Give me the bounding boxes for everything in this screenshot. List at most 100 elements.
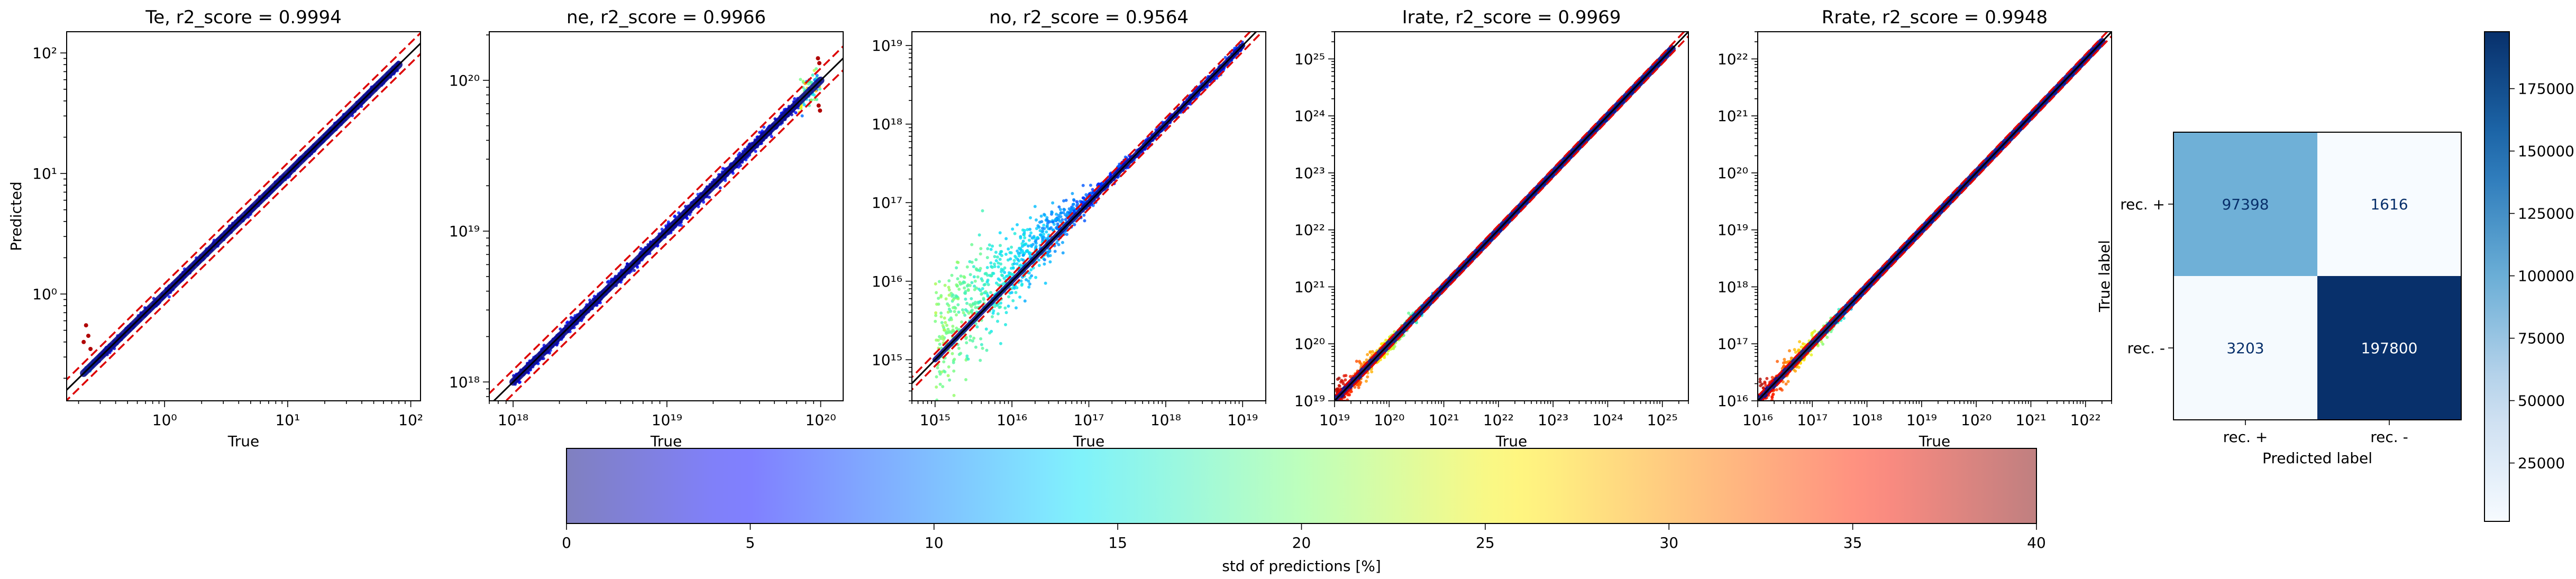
data-point — [1033, 235, 1036, 238]
data-point — [1013, 259, 1016, 262]
data-point — [944, 321, 947, 324]
data-point — [1071, 192, 1074, 195]
axes-frame — [912, 32, 1266, 401]
data-point — [955, 266, 958, 270]
data-point — [978, 301, 981, 304]
data-point — [942, 324, 945, 327]
data-point — [955, 295, 958, 298]
data-point — [1011, 227, 1014, 231]
data-point — [985, 280, 989, 283]
data-point — [1083, 219, 1086, 223]
data-point — [952, 306, 955, 309]
data-point — [1072, 203, 1075, 206]
data-point — [1082, 197, 1085, 200]
data-point — [1065, 199, 1068, 202]
data-point — [803, 103, 806, 106]
data-point — [972, 265, 975, 268]
outlier-point — [81, 340, 86, 344]
data-point — [993, 262, 996, 265]
data-point — [999, 262, 1002, 265]
data-point — [1058, 219, 1062, 223]
data-point — [1046, 224, 1049, 227]
data-point — [957, 310, 961, 314]
data-point — [1044, 282, 1047, 285]
data-point — [964, 298, 967, 301]
x-tick-label: 10²⁰ — [805, 411, 836, 429]
data-point — [1082, 184, 1085, 187]
data-point — [969, 338, 972, 342]
data-point — [997, 313, 1000, 316]
data-point — [1036, 236, 1039, 239]
outlier-point — [84, 323, 88, 327]
data-point — [999, 252, 1002, 255]
data-point — [967, 357, 970, 361]
data-point — [1004, 237, 1008, 240]
data-point — [1072, 206, 1075, 209]
data-point — [1057, 214, 1061, 217]
data-point — [992, 272, 995, 275]
data-point — [1010, 251, 1013, 254]
data-point — [961, 308, 964, 311]
data-point — [984, 290, 988, 293]
data-point — [937, 339, 940, 342]
data-point — [935, 375, 938, 379]
data-point — [956, 277, 960, 280]
data-point — [980, 277, 983, 280]
x-tick-label: 10⁰ — [152, 411, 177, 429]
data-point — [1028, 238, 1031, 242]
data-point — [939, 405, 943, 408]
data-point — [979, 337, 982, 341]
data-point — [963, 314, 966, 317]
data-point — [1034, 205, 1037, 208]
data-point — [945, 297, 948, 300]
data-point — [935, 385, 938, 389]
data-point — [996, 320, 999, 323]
axes-frame — [489, 32, 843, 401]
data-point — [989, 291, 992, 294]
data-point — [1065, 233, 1068, 236]
data-point — [956, 284, 959, 288]
panel-title: Te, r2_score = 0.9994 — [145, 7, 342, 28]
data-point — [1028, 282, 1031, 286]
data-point — [1049, 226, 1053, 229]
data-point — [1034, 276, 1037, 279]
data-point — [1015, 286, 1018, 289]
data-point — [976, 275, 980, 279]
plot-area — [19, 0, 470, 447]
data-point — [1043, 227, 1046, 230]
y-tick-label: 10¹⁶ — [872, 273, 902, 290]
data-point — [997, 278, 1000, 281]
data-point — [934, 320, 937, 323]
data-point — [1030, 274, 1033, 278]
data-point — [994, 251, 998, 254]
data-point — [939, 315, 943, 318]
data-point — [1215, 77, 1218, 80]
data-point — [1075, 200, 1079, 203]
data-point — [951, 295, 954, 298]
data-point — [934, 282, 937, 286]
data-point — [984, 272, 988, 275]
data-points — [934, 41, 1244, 419]
data-point — [999, 244, 1002, 247]
y-tick-label: 10¹⁹ — [449, 223, 480, 240]
data-point — [1013, 255, 1017, 258]
data-point — [1035, 218, 1038, 222]
x-tick-label: 10¹⁶ — [997, 411, 1027, 429]
data-point — [1016, 250, 1019, 253]
y-tick-label: 10¹⁸ — [449, 373, 480, 391]
data-point — [1048, 220, 1052, 223]
data-point — [1004, 253, 1008, 256]
data-point — [1011, 299, 1015, 302]
data-point — [935, 302, 938, 306]
data-point — [979, 359, 982, 362]
data-point — [979, 252, 982, 255]
data-point — [770, 135, 773, 138]
data-point — [973, 288, 976, 291]
y-axis-label: Predicted — [7, 181, 25, 251]
